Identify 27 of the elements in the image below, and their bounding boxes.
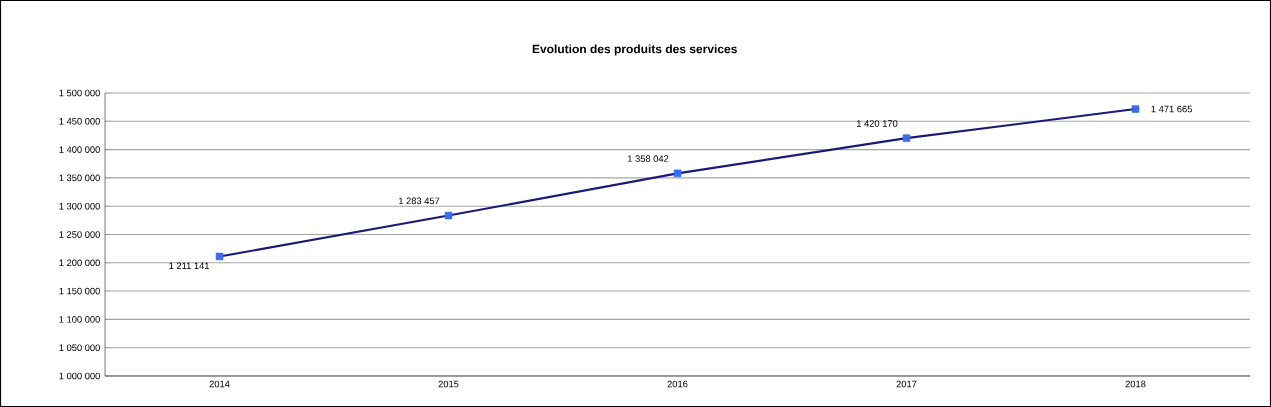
y-tick-label: 1 300 000 — [59, 202, 100, 210]
data-label: 1 358 042 — [627, 155, 669, 162]
y-tick-label: 1 150 000 — [59, 287, 100, 295]
y-tick-label: 1 450 000 — [59, 118, 100, 125]
data-label: 1 283 457 — [398, 197, 440, 205]
y-tick-label: 1 400 000 — [59, 146, 100, 153]
data-label: 1 420 170 — [856, 120, 898, 127]
x-tick-label: 2014 — [209, 380, 230, 388]
point — [902, 134, 911, 142]
data-label: 1 211 141 — [169, 262, 209, 270]
y-tick-label: 1 500 000 — [59, 89, 100, 97]
y-tick-label: 1 200 000 — [59, 259, 100, 267]
x-tick-label: 2016 — [667, 380, 688, 388]
x-tick-label: 2017 — [896, 380, 917, 388]
y-tick-label: 1 250 000 — [59, 231, 100, 238]
y-tick-label: 1 050 000 — [59, 344, 100, 351]
point — [1131, 105, 1140, 113]
point — [444, 211, 453, 220]
x-tick-label: 2018 — [1125, 380, 1146, 388]
y-tick-label: 1 350 000 — [59, 174, 100, 182]
x-tick-label: 2015 — [438, 380, 459, 388]
point — [673, 169, 682, 178]
chart-title: Evolution des produits des services — [532, 44, 737, 56]
point — [215, 252, 224, 261]
y-tick-label: 1 100 000 — [59, 316, 100, 323]
data-label: 1 471 665 — [1151, 105, 1192, 113]
y-tick-label: 1 000 000 — [59, 372, 100, 380]
